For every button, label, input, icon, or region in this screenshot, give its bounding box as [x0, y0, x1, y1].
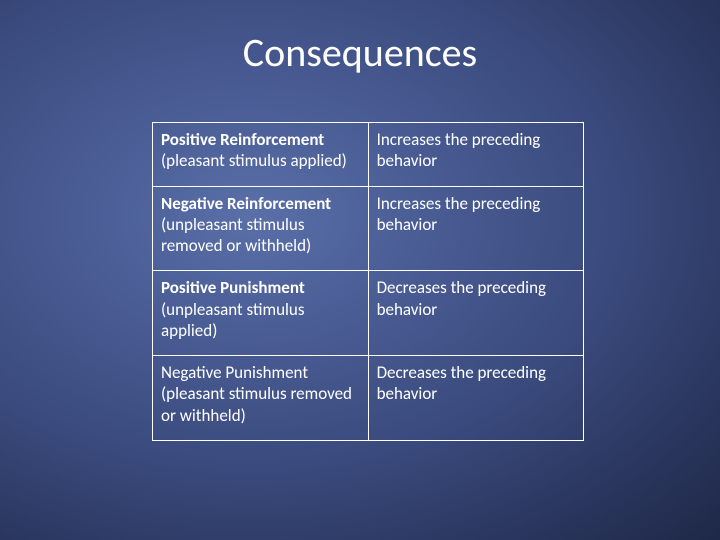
term-desc: (unpleasant stimulus applied) — [161, 299, 304, 341]
effect: Decreases the preceding behavior — [377, 277, 546, 319]
slide-title: Consequences — [0, 28, 720, 77]
consequences-table: Positive Reinforcement (pleasant stimulu… — [152, 122, 584, 441]
term: Negative Punishment — [161, 362, 308, 383]
table-row: Negative Punishment (pleasant stimulus r… — [153, 356, 584, 441]
term-desc: (pleasant stimulus removed or withheld) — [161, 383, 352, 425]
table-row: Negative Reinforcement (unpleasant stimu… — [153, 186, 584, 271]
effect: Decreases the preceding behavior — [377, 362, 546, 404]
cell-right: Increases the preceding behavior — [368, 123, 583, 187]
cell-right: Decreases the preceding behavior — [368, 271, 583, 356]
term: Negative Reinforcement — [161, 193, 331, 214]
term-desc: (pleasant stimulus applied) — [161, 150, 347, 171]
effect: Increases the preceding behavior — [377, 129, 541, 171]
cell-left: Positive Punishment (unpleasant stimulus… — [153, 271, 369, 356]
table-row: Positive Punishment (unpleasant stimulus… — [153, 271, 584, 356]
table-row: Positive Reinforcement (pleasant stimulu… — [153, 123, 584, 187]
effect: Increases the preceding behavior — [377, 193, 541, 235]
term-desc: (unpleasant stimulus removed or withheld… — [161, 214, 311, 256]
cell-left: Negative Reinforcement (unpleasant stimu… — [153, 186, 369, 271]
cell-right: Decreases the preceding behavior — [368, 356, 583, 441]
term: Positive Reinforcement — [161, 129, 324, 150]
cell-right: Increases the preceding behavior — [368, 186, 583, 271]
cell-left: Negative Punishment (pleasant stimulus r… — [153, 356, 369, 441]
cell-left: Positive Reinforcement (pleasant stimulu… — [153, 123, 369, 187]
term: Positive Punishment — [161, 277, 305, 298]
